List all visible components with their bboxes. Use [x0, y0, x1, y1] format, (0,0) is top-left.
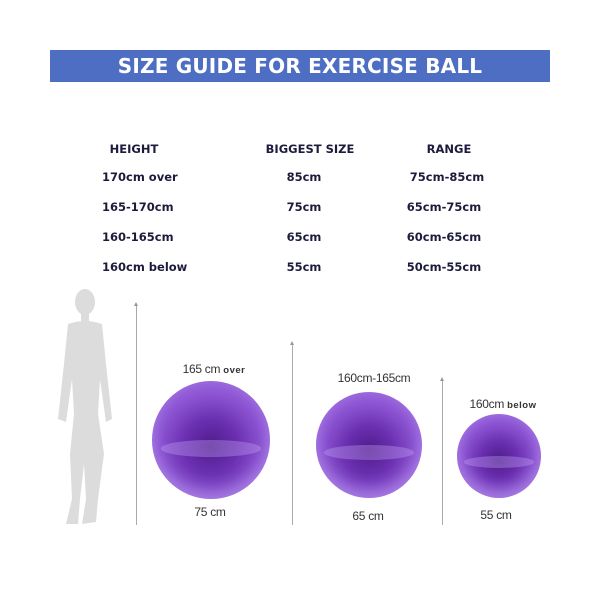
cell-height: 160-165cm: [102, 230, 174, 244]
cell-range: 50cm-55cm: [406, 260, 482, 274]
cell-biggest-size: 75cm: [286, 200, 322, 214]
cell-height: 165-170cm: [102, 200, 174, 214]
ball-size-label: 75 cm: [194, 505, 226, 519]
exercise-ball-65cm: [316, 392, 422, 498]
cell-biggest-size: 55cm: [286, 260, 322, 274]
header-biggest-size: BIGGEST SIZE: [265, 142, 355, 156]
woman-silhouette-icon: [58, 289, 112, 524]
cell-biggest-size: 85cm: [286, 170, 322, 184]
height-arrow: [290, 341, 294, 525]
cell-range: 75cm-85cm: [409, 170, 485, 184]
ball-height-label: 160cm-165cm: [337, 371, 411, 385]
ball-height-label: 160cm below: [469, 397, 537, 411]
cell-height: 170cm over: [102, 170, 178, 184]
cell-range: 60cm-65cm: [406, 230, 482, 244]
page-title: SIZE GUIDE FOR EXERCISE BALL: [117, 54, 483, 78]
header-range: RANGE: [426, 142, 472, 156]
exercise-ball-55cm: [457, 414, 541, 498]
ball-height-label: 165 cm over: [182, 362, 246, 376]
height-arrow: [134, 302, 138, 525]
cell-height: 160cm below: [102, 260, 188, 274]
ball-size-label: 55 cm: [480, 508, 512, 522]
exercise-ball-75cm: [152, 381, 270, 499]
title-banner: SIZE GUIDE FOR EXERCISE BALL: [50, 50, 550, 82]
ball-size-label: 65 cm: [352, 509, 384, 523]
header-height: HEIGHT: [109, 142, 159, 156]
height-arrow: [440, 377, 444, 525]
cell-biggest-size: 65cm: [286, 230, 322, 244]
cell-range: 65cm-75cm: [406, 200, 482, 214]
